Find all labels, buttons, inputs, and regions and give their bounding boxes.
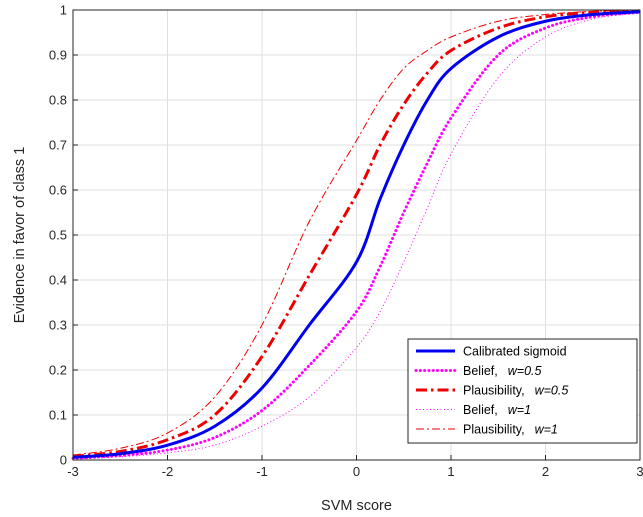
legend-label: Calibrated sigmoid (463, 345, 567, 359)
series-line (72, 9, 641, 456)
legend-label-parameter: w=1 (535, 423, 558, 437)
y-tick-label: 0 (60, 453, 67, 468)
y-tick-label: 0.7 (49, 138, 67, 153)
y-tick-label: 0.5 (49, 228, 67, 243)
y-tick-label: 0.1 (49, 408, 67, 423)
y-tick-label: 0.2 (49, 363, 67, 378)
x-tick-label: -3 (67, 464, 79, 479)
axis-ticks: -3 -2 -1 0 1 2 3 0 0.1 0.2 0.3 0.4 0.5 0.6 0.7 0.8 0.9 1 (49, 3, 643, 480)
y-tick-label: 0.6 (49, 183, 67, 198)
x-tick-label: -2 (162, 464, 174, 479)
legend-label: Plausibility, w=0.5 (463, 384, 568, 398)
legend-label-parameter: w=0.5 (508, 364, 542, 378)
y-tick-label: 0.3 (49, 318, 67, 333)
series-line (71, 10, 642, 460)
plot-lines (71, 9, 642, 460)
x-tick-label: 1 (447, 464, 454, 479)
y-tick-label: 0.8 (49, 93, 67, 108)
x-tick-label: 2 (542, 464, 549, 479)
x-tick-label: 3 (636, 464, 643, 479)
legend-label-parameter: w=1 (508, 403, 531, 417)
y-tick-label: 0.9 (49, 48, 67, 63)
y-axis-title: Evidence in favor of class 1 (12, 147, 28, 324)
legend-label-parameter: w=0.5 (535, 384, 569, 398)
x-tick-label: 0 (353, 464, 360, 479)
series-line (72, 10, 641, 459)
x-tick-label: -1 (256, 464, 268, 479)
series-line (72, 9, 641, 458)
legend-label: Belief, w=1 (463, 403, 531, 417)
x-axis-title: SVM score (321, 498, 392, 514)
legend-label: Plausibility, w=1 (463, 423, 558, 437)
y-tick-label: 1 (60, 3, 67, 18)
series-line (72, 12, 641, 460)
y-tick-label: 0.4 (49, 273, 67, 288)
